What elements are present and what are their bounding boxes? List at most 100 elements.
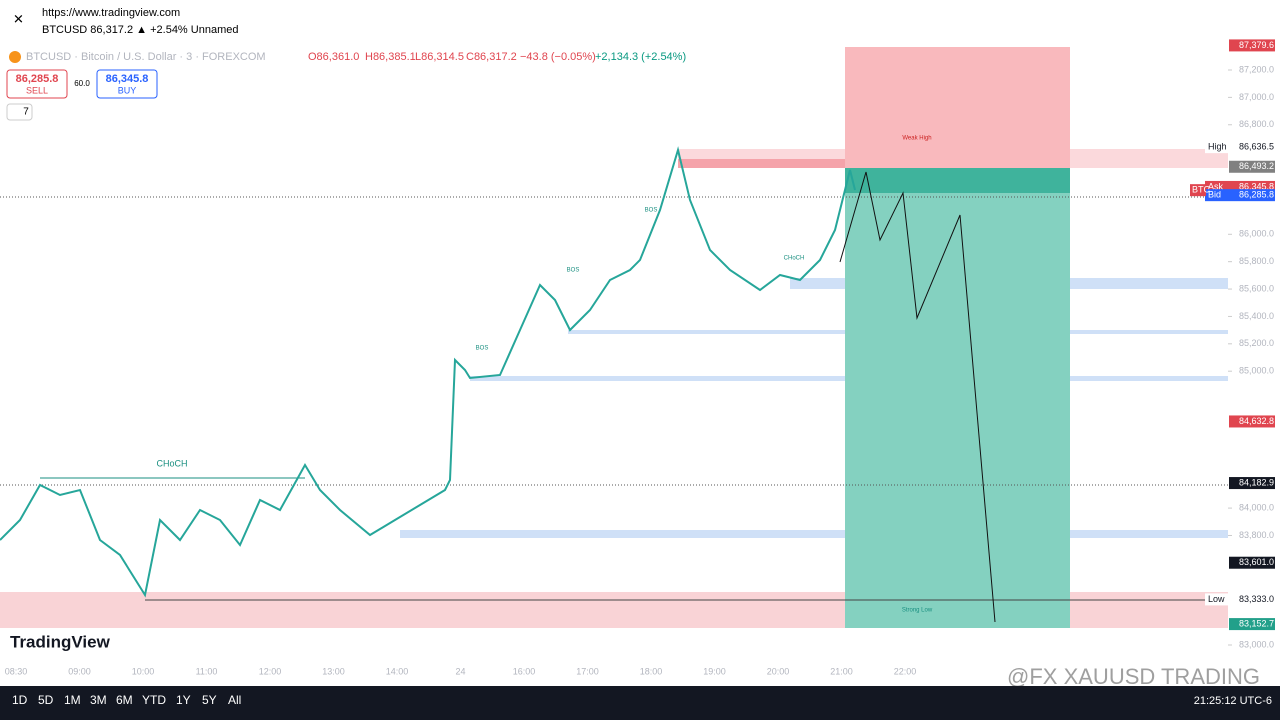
time-label: 19:00 [703, 666, 726, 676]
coin-icon [9, 51, 21, 63]
time-label: 20:00 [767, 666, 790, 676]
price-marker [1229, 39, 1275, 52]
price-tick-label: 85,400.0 [1239, 311, 1274, 321]
time-label: 21:00 [830, 666, 853, 676]
spread: 60.0 [74, 79, 90, 88]
range-button[interactable]: 5Y [202, 693, 217, 707]
symbol[interactable]: BTCUSD · Bitcoin / U.S. Dollar · 3 · FOR… [26, 51, 266, 63]
time-label: 11:00 [196, 666, 218, 676]
change: −43.8 (−0.05%) [520, 51, 596, 63]
sell-button[interactable] [6, 69, 68, 99]
bos-label: BOS [567, 268, 580, 274]
price-tick-label: 87,000.0 [1239, 92, 1274, 102]
url: https://www.tradingview.com [42, 7, 180, 19]
range-button[interactable]: 5D [38, 693, 54, 707]
low: L86,314.5 [415, 51, 464, 63]
time-label: 24 [455, 666, 465, 676]
price-marker [1229, 556, 1275, 569]
indicator-toggle[interactable] [6, 103, 33, 121]
price-marker [1229, 160, 1275, 173]
time-label: 16:00 [513, 666, 536, 676]
range-button[interactable]: 1D [12, 693, 28, 707]
time-label: 13:00 [322, 666, 345, 676]
symbol-tag [1190, 184, 1206, 197]
range-button[interactable]: 6M [116, 693, 133, 707]
range-button[interactable]: All [228, 693, 241, 707]
bos-label: BOS [645, 208, 658, 214]
price-marker-label: 86,493.2 [1239, 161, 1274, 171]
choch-label: CHoCH [156, 458, 187, 468]
price-marker [1229, 477, 1275, 490]
buy-price: 86,345.8 [106, 73, 149, 85]
price-tick-label: 85,800.0 [1239, 256, 1274, 266]
watermark: @FX XAUUSD TRADING [1007, 664, 1260, 689]
time-label: 22:00 [894, 666, 917, 676]
price-tick-label: 87,200.0 [1239, 64, 1274, 74]
price-marker [1229, 189, 1275, 202]
price-marker [1229, 593, 1275, 606]
price-marker-label: 86,285.8 [1239, 190, 1274, 200]
price-axis [1228, 40, 1280, 665]
time-label: 08:30 [5, 666, 28, 676]
time-label: 17:00 [576, 666, 599, 676]
price-tick-label: 83,800.0 [1239, 530, 1274, 540]
clock: 21:25:12 UTC-6 [1194, 695, 1272, 707]
price-tick-label: 85,200.0 [1239, 338, 1274, 348]
marker-tag [1205, 189, 1229, 202]
marker-tag [1205, 593, 1229, 606]
price-marker-label: 83,601.0 [1239, 557, 1274, 567]
choch-label: CHoCH [784, 256, 805, 262]
price-marker-label: 84,632.8 [1239, 416, 1274, 426]
price-marker-label: 86,345.8 [1239, 181, 1274, 191]
indicator-count: 7 [23, 107, 29, 118]
marker-tag-label: Ask [1208, 181, 1224, 191]
supply-small [678, 159, 850, 168]
time-label: 14:00 [386, 666, 409, 676]
bos-label: BOS [476, 346, 489, 352]
sell-price: 86,285.8 [16, 73, 59, 85]
close: C86,317.2 [466, 51, 517, 63]
open: O86,361.0 [308, 51, 359, 63]
price-marker-label: 86,636.5 [1239, 142, 1274, 152]
marker-tag-label: Bid [1208, 190, 1221, 200]
marker-tag [1205, 141, 1229, 154]
price-tick-label: 84,000.0 [1239, 502, 1274, 512]
brand: TradingView [10, 632, 111, 651]
strong-low: Strong Low [902, 608, 933, 614]
bottom-toolbar [0, 686, 1280, 720]
tab-title: BTCUSD 86,317.2 ▲ +2.54% Unnamed [42, 24, 238, 36]
browser-bar [0, 0, 1280, 40]
range-button[interactable]: 3M [90, 693, 107, 707]
blue-band [400, 530, 1228, 538]
time-label: 12:00 [259, 666, 282, 676]
time-label: 18:00 [640, 666, 663, 676]
target-zone [845, 193, 1070, 628]
close-icon[interactable]: ✕ [13, 11, 24, 26]
price-marker [1229, 141, 1275, 154]
price-marker-label: 83,152.7 [1239, 618, 1274, 628]
time-label: 10:00 [132, 666, 155, 676]
price-marker [1229, 415, 1275, 428]
price-tick-label: 85,000.0 [1239, 366, 1274, 376]
price-tick-label: 85,600.0 [1239, 283, 1274, 293]
price-tick-label: 86,000.0 [1239, 229, 1274, 239]
price-marker-label: 84,182.9 [1239, 477, 1274, 487]
buy-label: BUY [118, 85, 137, 95]
price-marker-label: 87,379.6 [1239, 40, 1274, 50]
weak-high: Weak High [902, 136, 931, 142]
buy-button[interactable] [96, 69, 158, 99]
price-path [0, 146, 856, 598]
marker-tag-label: Low [1208, 594, 1225, 604]
price-marker [1229, 618, 1275, 631]
marker-tag-label: High [1208, 142, 1227, 152]
stop-zone [845, 47, 1070, 168]
high: H86,385.1 [365, 51, 416, 63]
range-button[interactable]: 1Y [176, 693, 191, 707]
price-tick-label: 83,000.0 [1239, 639, 1274, 649]
range-button[interactable]: YTD [142, 693, 166, 707]
projection-path [839, 171, 996, 623]
day-change: +2,134.3 (+2.54%) [595, 51, 686, 63]
price-tick-label: 86,800.0 [1239, 119, 1274, 129]
range-button[interactable]: 1M [64, 693, 81, 707]
